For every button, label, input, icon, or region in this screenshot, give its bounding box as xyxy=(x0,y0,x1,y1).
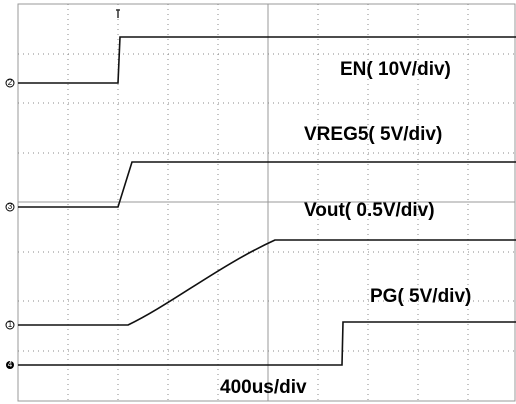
channel-marker xyxy=(5,202,15,212)
vreg5-trace xyxy=(18,161,516,208)
channel-number: 2 xyxy=(8,78,13,87)
en-trace xyxy=(18,36,516,84)
pg-trace xyxy=(18,321,516,366)
channel-marker xyxy=(5,320,15,330)
channel-number: 3 xyxy=(8,202,13,211)
channel-number: 1 xyxy=(8,320,13,329)
en-label: EN( 10V/div) xyxy=(340,59,451,80)
vout-trace xyxy=(18,239,516,326)
timebase-label: 400us/div xyxy=(220,377,307,398)
channel-marker xyxy=(6,361,14,369)
vout-label: Vout( 0.5V/div) xyxy=(304,200,435,221)
channel-number: 4 xyxy=(8,360,13,369)
vreg5-label: VREG5( 5V/div) xyxy=(304,124,442,145)
channel-marker xyxy=(5,78,15,88)
pg-label: PG( 5V/div) xyxy=(370,286,471,307)
grid xyxy=(18,4,515,401)
trigger-marker xyxy=(116,9,120,18)
